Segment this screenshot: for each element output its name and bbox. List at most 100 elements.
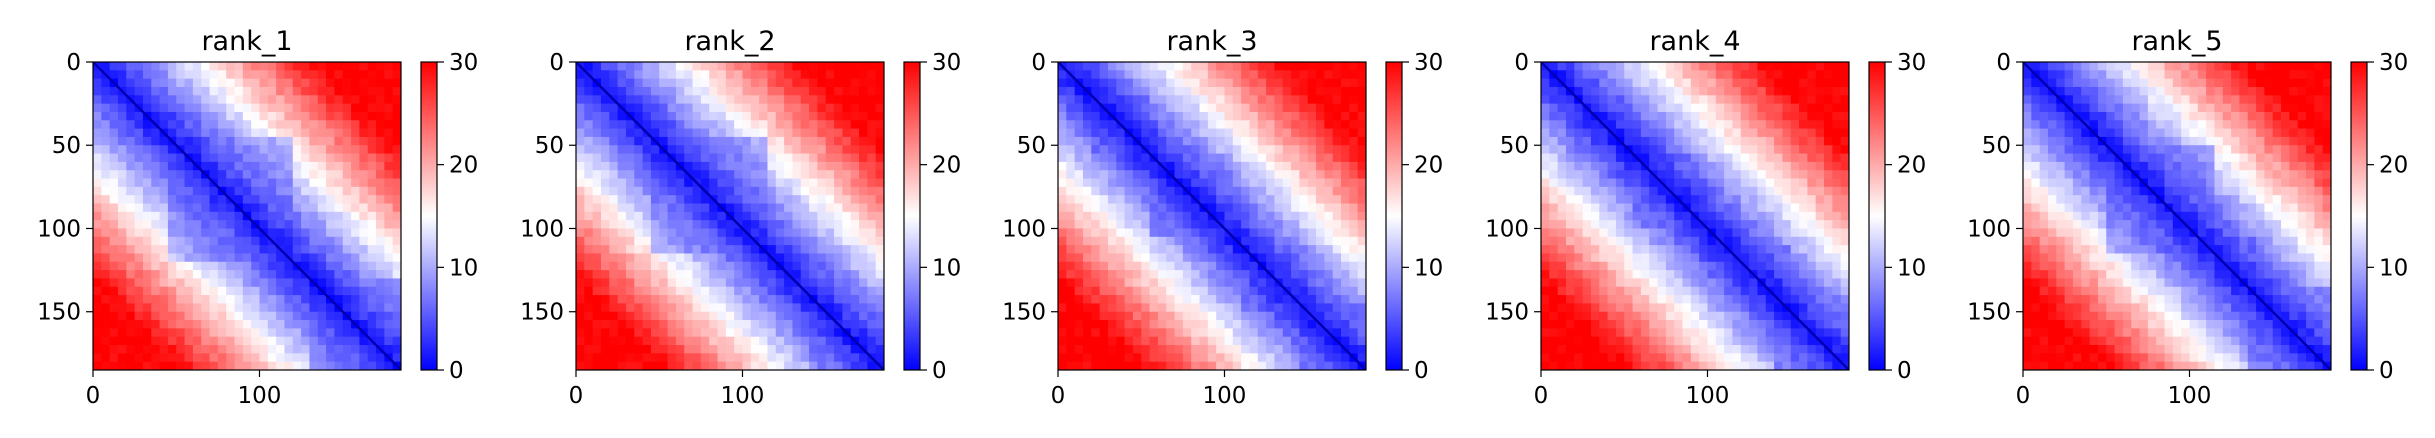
heatmap-cell [192, 345, 202, 354]
heatmap-cell [101, 211, 111, 221]
heatmap-cell [134, 111, 144, 121]
heatmap-cell [1557, 86, 1567, 96]
heatmap-cell [242, 303, 252, 313]
heatmap-cell [1066, 62, 1076, 71]
heatmap-cell [101, 203, 111, 213]
heatmap-cell [625, 261, 635, 271]
heatmap-cell [1082, 270, 1092, 280]
heatmap-cell [784, 311, 794, 321]
heatmap-cell [634, 153, 644, 163]
heatmap-cell [1740, 136, 1750, 146]
heatmap-cell [792, 320, 802, 329]
heatmap-cell [1332, 186, 1342, 196]
heatmap-cell [634, 178, 644, 188]
heatmap-cell [750, 153, 760, 163]
heatmap-cell [1757, 178, 1767, 188]
heatmap-cell [226, 361, 236, 370]
heatmap-cell [1724, 170, 1734, 180]
heatmap-cell [176, 286, 186, 296]
heatmap-cell [1066, 203, 1076, 213]
heatmap-cell [1191, 70, 1201, 80]
heatmap-cell [1565, 195, 1575, 205]
heatmap-cell [367, 161, 377, 171]
heatmap-cell [617, 336, 627, 346]
heatmap-cell [93, 286, 102, 296]
heatmap-cell [217, 270, 227, 280]
heatmap-cell [1715, 78, 1725, 88]
heatmap-cell [1749, 178, 1759, 188]
heatmap-cell [1174, 62, 1184, 71]
heatmap-cell [1799, 70, 1808, 80]
heatmap-cell [759, 270, 769, 280]
heatmap-cell [584, 311, 594, 321]
heatmap-cell [1091, 203, 1101, 213]
heatmap-cell [1141, 211, 1151, 221]
x-tick-label: 100 [238, 383, 282, 409]
heatmap-cell [1207, 286, 1217, 296]
heatmap-cell [809, 195, 818, 205]
heatmap-cell [1207, 220, 1217, 230]
heatmap-cell [1091, 261, 1101, 271]
heatmap-cell [301, 261, 311, 271]
heatmap-cell [1565, 178, 1575, 188]
heatmap-cell [301, 311, 311, 321]
heatmap-cell [1241, 78, 1251, 88]
heatmap-cell [1058, 78, 1067, 88]
heatmap-cell [242, 170, 252, 180]
heatmap-cell [167, 286, 177, 296]
heatmap-cell [267, 145, 277, 155]
heatmap-cell [1690, 103, 1700, 113]
heatmap-cell [267, 86, 277, 96]
heatmap-cell [742, 62, 752, 71]
heatmap-cell [1149, 328, 1159, 338]
heatmap-cell [1807, 62, 1817, 71]
heatmap-cell [1199, 103, 1209, 113]
heatmap-cell [1107, 170, 1117, 180]
heatmap-cell [276, 345, 286, 354]
heatmap-cell [1224, 62, 1234, 71]
heatmap-cell [151, 161, 161, 171]
heatmap-cell [276, 178, 286, 188]
heatmap-cell [1565, 211, 1575, 221]
heatmap-cell [109, 86, 119, 96]
heatmap-cell [1316, 136, 1325, 146]
heatmap-cell [775, 361, 785, 370]
heatmap-cell [192, 245, 202, 255]
heatmap-cell [609, 178, 619, 188]
heatmap-cell [717, 278, 727, 288]
heatmap-cell [634, 78, 644, 88]
heatmap-cell [1091, 78, 1101, 88]
heatmap-cell [1099, 311, 1109, 321]
heatmap-cell [117, 111, 127, 121]
heatmap-cell [625, 303, 635, 313]
heatmap-cell [600, 145, 610, 155]
heatmap-cell [1765, 236, 1775, 246]
heatmap-cell [1266, 153, 1276, 163]
heatmap-cell [1257, 86, 1267, 96]
heatmap-cell [1632, 128, 1642, 138]
heatmap-cell [775, 311, 785, 321]
heatmap-cell [1774, 228, 1783, 238]
heatmap-cell [1241, 345, 1251, 354]
heatmap-cell [1091, 186, 1101, 196]
heatmap-cell [1649, 86, 1659, 96]
heatmap-cell [301, 303, 311, 313]
heatmap-cell [184, 203, 194, 213]
heatmap-cell [134, 253, 144, 263]
heatmap-cell [1807, 111, 1817, 121]
heatmap-cell [1582, 86, 1592, 96]
heatmap-cell [625, 211, 635, 221]
heatmap-cell [767, 136, 777, 146]
heatmap-cell [1182, 128, 1192, 138]
heatmap-cell [1107, 253, 1117, 263]
heatmap-cell [592, 361, 602, 370]
heatmap-cell [1774, 62, 1783, 71]
heatmap-cell [1157, 145, 1167, 155]
heatmap-cell [176, 203, 186, 213]
heatmap-cell [667, 136, 677, 146]
heatmap-cell [1149, 286, 1159, 296]
heatmap-cell [1082, 70, 1092, 80]
heatmap-cell [1324, 278, 1334, 288]
heatmap-cell [1307, 328, 1317, 338]
heatmap-cell [184, 103, 194, 113]
